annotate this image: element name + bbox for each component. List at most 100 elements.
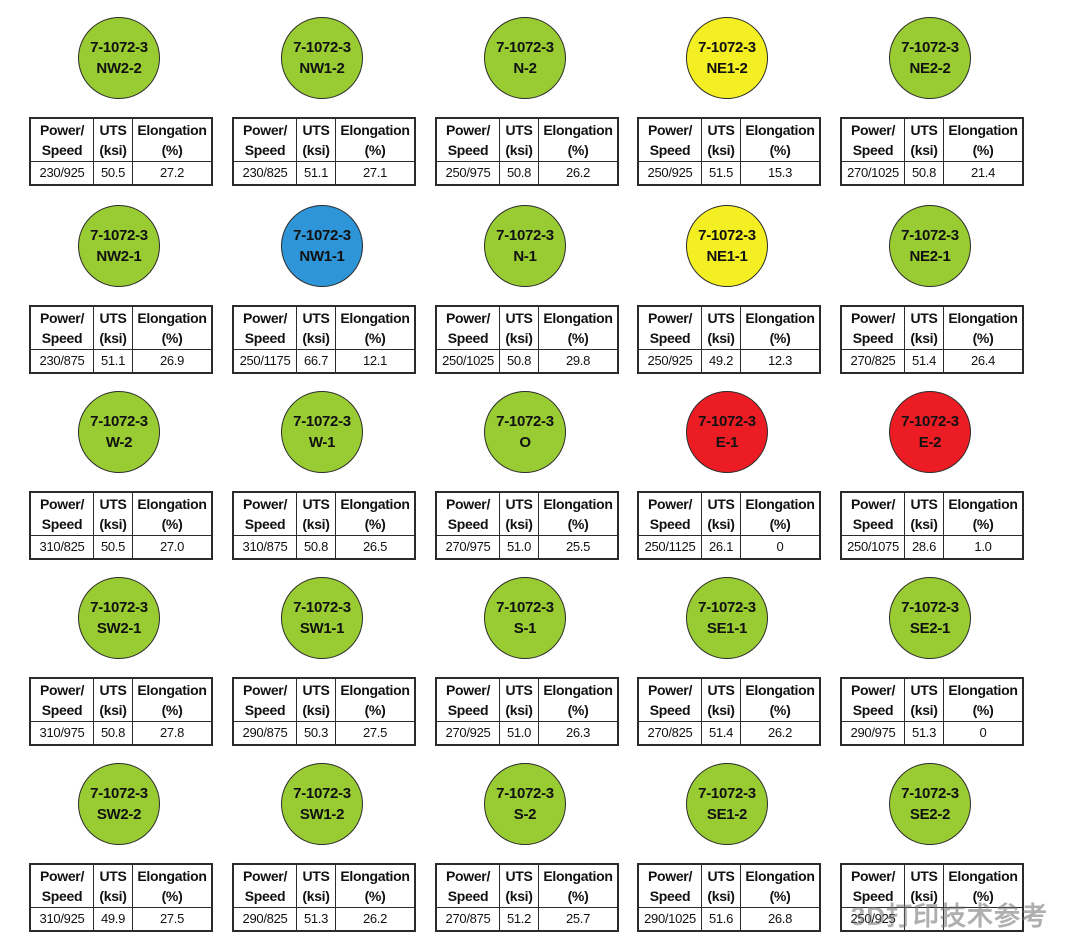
sample-cell: 7-1072-3 SE2-1 Power/Speed UTS (ksi) Elongati… [840,577,1024,757]
header-power-line2: Speed [852,888,894,904]
header-elong-line1: Elongation [340,682,410,698]
sample-results-table: Power/Speed UTS (ksi) Elongation (%) 310/975 5… [29,677,213,746]
sample-id-line2: W-1 [308,434,336,451]
header-power-line1: Power/ [445,496,491,512]
uts-value: 51.3 [904,721,944,746]
power-speed-value: 310/975 [29,721,94,746]
sample-results-table: Power/Speed UTS (ksi) Elongation (%) 250/975 5… [435,117,619,186]
sample-id-line1: 7-1072-3 [496,227,554,244]
header-elongation: Elongation (%) [538,863,619,908]
power-speed-value: 290/975 [840,721,905,746]
header-uts: UTS (ksi) [904,491,944,536]
header-power-line2: Speed [41,330,83,346]
header-power-line2: Speed [244,516,286,532]
elongation-value: 26.2 [335,907,416,932]
table-header-row: Power/Speed UTS (ksi) Elongation (%) [435,117,619,162]
sample-id-line2: SE1-2 [706,806,748,823]
sample-cell: 7-1072-3 SE1-2 Power/Speed UTS (ksi) Elongati… [637,763,821,943]
header-uts-line2: (ksi) [910,888,938,904]
table-header-row: Power/Speed UTS (ksi) Elongation (%) [29,117,213,162]
header-elong-line1: Elongation [948,868,1018,884]
power-speed-value: 230/925 [29,161,94,186]
header-elong-line2: (%) [161,142,183,158]
elongation-value: 26.9 [132,349,213,374]
sample-cell: 7-1072-3 N-1 Power/Speed UTS (ksi) Elongation… [435,205,619,385]
header-elong-line2: (%) [567,330,589,346]
elongation-value: 27.1 [335,161,416,186]
header-power-speed: Power/Speed [840,117,905,162]
sample-id-circle: 7-1072-3 W-2 [78,391,160,473]
header-uts: UTS (ksi) [93,677,133,722]
header-elong-line1: Elongation [745,496,815,512]
table-row: 310/825 50.5 27.0 [29,535,213,560]
sample-results-table: Power/Speed UTS (ksi) Elongation (%) 250/1125… [637,491,821,560]
header-power-line1: Power/ [647,122,693,138]
sample-id-circle: 7-1072-3 NE2-2 [889,17,971,99]
sample-id-line2: SW2-1 [96,620,142,637]
sample-cell: 7-1072-3 O Power/Speed UTS (ksi) Elongation (%… [435,391,619,571]
sample-results-table: Power/Speed UTS (ksi) Elongation (%) 230/925 5… [29,117,213,186]
header-uts: UTS (ksi) [904,305,944,350]
header-power-speed: Power/Speed [232,677,297,722]
header-uts-line1: UTS [707,868,735,884]
header-power-line1: Power/ [445,122,491,138]
sample-id-line1: 7-1072-3 [901,785,959,802]
table-row: 310/925 49.9 27.5 [29,907,213,932]
header-power-line2: Speed [41,516,83,532]
header-power-line1: Power/ [39,496,85,512]
header-elongation: Elongation (%) [943,491,1024,536]
sample-id-line1: 7-1072-3 [698,39,756,56]
sample-id-line2: NW1-2 [299,60,345,77]
elongation-value: 25.7 [538,907,619,932]
sample-id-line1: 7-1072-3 [90,39,148,56]
sample-id-line2: SW1-2 [299,806,345,823]
header-elong-line2: (%) [364,516,386,532]
table-row: 250/1125 26.1 0 [637,535,821,560]
header-power-speed: Power/Speed [840,677,905,722]
sample-cell: 7-1072-3 S-1 Power/Speed UTS (ksi) Elongation… [435,577,619,757]
sample-cell: 7-1072-3 SW1-1 Power/Speed UTS (ksi) Elongati… [232,577,416,757]
header-elong-line1: Elongation [340,122,410,138]
header-elong-line2: (%) [364,142,386,158]
sample-id-circle: 7-1072-3 SW2-2 [78,763,160,845]
header-elong-line2: (%) [769,330,791,346]
sample-id-circle: 7-1072-3 NW1-1 [281,205,363,287]
uts-value: 66.7 [296,349,336,374]
header-elong-line1: Elongation [745,868,815,884]
header-power-speed: Power/Speed [435,491,500,536]
header-elongation: Elongation (%) [132,677,213,722]
header-power-line1: Power/ [39,310,85,326]
elongation-value: 26.5 [335,535,416,560]
header-power-line1: Power/ [242,496,288,512]
sample-id-circle: 7-1072-3 S-2 [484,763,566,845]
sample-cell: 7-1072-3 W-2 Power/Speed UTS (ksi) Elongation… [29,391,213,571]
table-row: 290/875 50.3 27.5 [232,721,416,746]
elongation-value: 27.2 [132,161,213,186]
header-uts: UTS (ksi) [904,677,944,722]
sample-results-table: Power/Speed UTS (ksi) Elongation (%) 310/925 4… [29,863,213,932]
header-uts-line1: UTS [505,122,533,138]
table-header-row: Power/Speed UTS (ksi) Elongation (%) [232,117,416,162]
table-header-row: Power/Speed UTS (ksi) Elongation (%) [29,677,213,722]
header-power-line1: Power/ [647,310,693,326]
elongation-value: 27.8 [132,721,213,746]
header-power-line2: Speed [244,330,286,346]
header-uts-line2: (ksi) [302,330,330,346]
table-header-row: Power/Speed UTS (ksi) Elongation (%) [637,677,821,722]
header-uts-line2: (ksi) [707,142,735,158]
header-elong-line1: Elongation [948,496,1018,512]
sample-id-circle: 7-1072-3 SW2-1 [78,577,160,659]
header-uts-line2: (ksi) [505,330,533,346]
header-power-line1: Power/ [850,868,896,884]
uts-value: 51.1 [296,161,336,186]
header-uts: UTS (ksi) [701,677,741,722]
table-row: 290/1025 51.6 26.8 [637,907,821,932]
header-uts-line1: UTS [505,310,533,326]
elongation-value: 29.8 [538,349,619,374]
header-elong-line1: Elongation [543,310,613,326]
header-elong-line2: (%) [567,142,589,158]
header-elongation: Elongation (%) [740,491,821,536]
header-uts: UTS (ksi) [904,117,944,162]
sample-cell: 7-1072-3 N-2 Power/Speed UTS (ksi) Elongation… [435,17,619,197]
power-speed-value: 270/825 [840,349,905,374]
